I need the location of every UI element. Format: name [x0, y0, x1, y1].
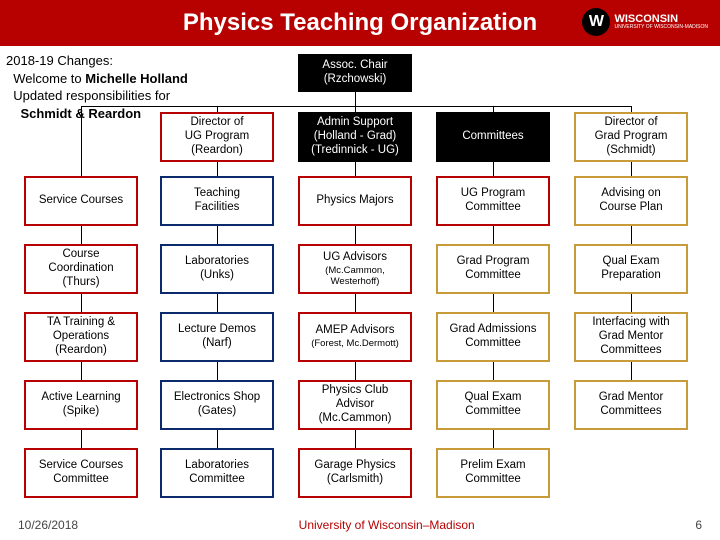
org-box: TeachingFacilities [160, 176, 274, 226]
logo: W WISCONSIN UNIVERSITY OF WISCONSIN-MADI… [582, 8, 708, 36]
org-box: Physics Majors [298, 176, 412, 226]
org-box: Advising onCourse Plan [574, 176, 688, 226]
org-box: TA Training &Operations(Reardon) [24, 312, 138, 362]
footer-page-number: 6 [695, 518, 702, 532]
org-box: Grad ProgramCommittee [436, 244, 550, 294]
connector-line [355, 92, 356, 106]
org-box: UG Advisors(Mc.Cammon, Westerhoff) [298, 244, 412, 294]
page-title: Physics Teaching Organization [183, 9, 537, 37]
org-box: UG ProgramCommittee [436, 176, 550, 226]
org-box: LaboratoriesCommittee [160, 448, 274, 498]
org-box: Grad MentorCommittees [574, 380, 688, 430]
org-box: Active Learning(Spike) [24, 380, 138, 430]
org-box: Electronics Shop(Gates) [160, 380, 274, 430]
org-box: CourseCoordination(Thurs) [24, 244, 138, 294]
org-box: Committees [436, 112, 550, 162]
org-box: Admin Support(Holland - Grad)(Tredinnick… [298, 112, 412, 162]
footer-affiliation: University of Wisconsin–Madison [299, 518, 475, 532]
connector-line [81, 106, 631, 107]
org-box: Service CoursesCommittee [24, 448, 138, 498]
org-box: Garage Physics(Carlsmith) [298, 448, 412, 498]
org-box: Director ofGrad Program(Schmidt) [574, 112, 688, 162]
logo-crest-icon: W [582, 8, 610, 36]
footer: 10/26/2018 University of Wisconsin–Madis… [0, 518, 720, 532]
org-box: Service Courses [24, 176, 138, 226]
assoc-chair-box: Assoc. Chair(Rzchowski) [298, 54, 412, 92]
org-box: Director ofUG Program(Reardon) [160, 112, 274, 162]
org-box: Qual ExamCommittee [436, 380, 550, 430]
logo-subtext: UNIVERSITY OF WISCONSIN-MADISON [614, 25, 708, 30]
org-box: Laboratories(Unks) [160, 244, 274, 294]
footer-date: 10/26/2018 [18, 518, 78, 532]
header-bar: Physics Teaching Organization W WISCONSI… [0, 0, 720, 46]
org-box: Grad AdmissionsCommittee [436, 312, 550, 362]
org-chart: Assoc. Chair(Rzchowski) Director ofUG Pro… [0, 46, 720, 516]
org-box: AMEP Advisors(Forest, Mc.Dermott) [298, 312, 412, 362]
org-box: Qual ExamPreparation [574, 244, 688, 294]
org-box: Lecture Demos(Narf) [160, 312, 274, 362]
org-box: Physics ClubAdvisor(Mc.Cammon) [298, 380, 412, 430]
org-box: Prelim ExamCommittee [436, 448, 550, 498]
org-box: Interfacing withGrad MentorCommittees [574, 312, 688, 362]
connector-line [81, 106, 82, 176]
